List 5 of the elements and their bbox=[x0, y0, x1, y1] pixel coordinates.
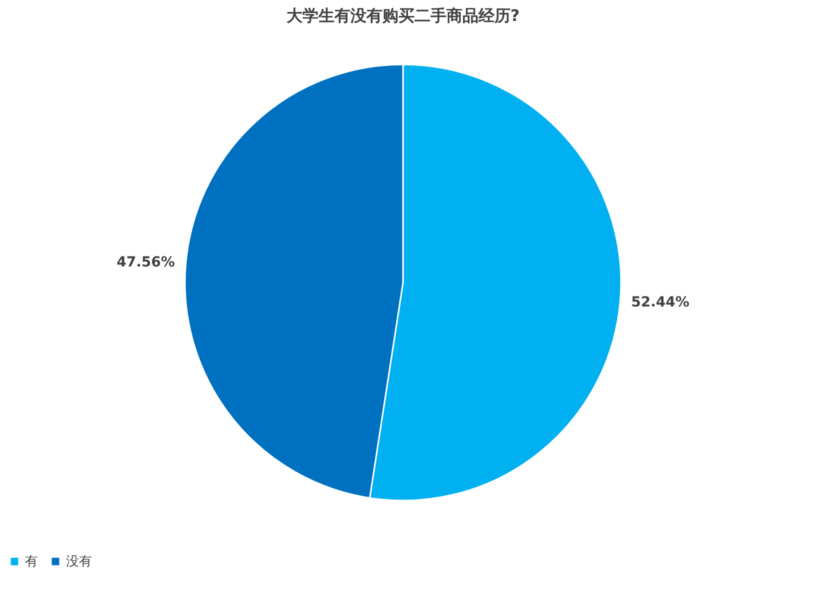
legend-label: 有 bbox=[25, 554, 38, 570]
data-label: 52.44% bbox=[631, 294, 690, 310]
data-label: 47.56% bbox=[116, 254, 175, 271]
legend-label: 没有 bbox=[66, 554, 92, 570]
chart-title: 大学生有没有购买二手商品经历? bbox=[286, 6, 520, 25]
